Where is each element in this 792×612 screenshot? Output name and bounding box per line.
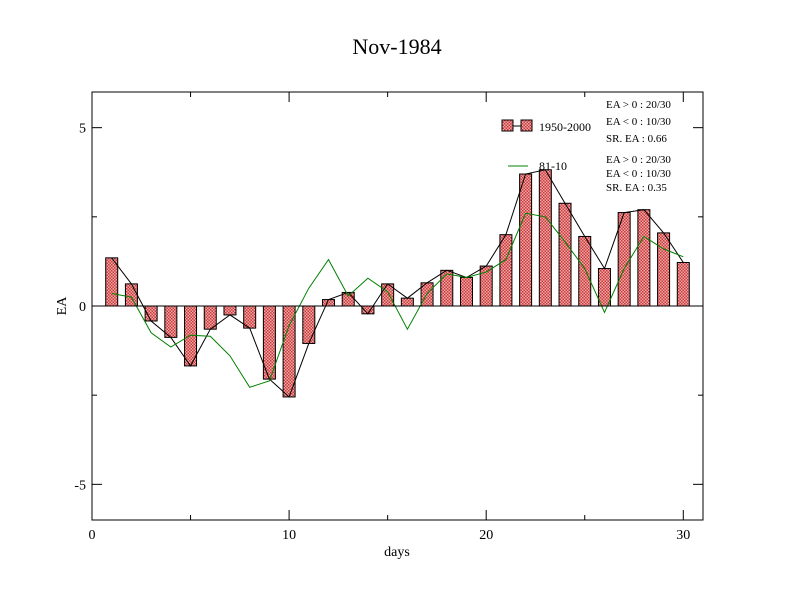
x-tick-label: 0	[89, 528, 96, 543]
legend-entry-1950-2000: 1950-2000	[501, 119, 591, 134]
x-tick-label: 10	[282, 528, 296, 543]
bar-day-26	[597, 268, 611, 307]
bar-day-24	[558, 202, 572, 307]
line-series-81-10	[111, 212, 684, 388]
stat-81-10-sr: SR. EA : 0.35	[606, 182, 667, 194]
x-axis-label: days	[384, 545, 410, 560]
stat-81-10-positive: EA > 0 : 20/30	[606, 154, 671, 166]
bar-day-30	[676, 261, 690, 307]
legend-label-1950-2000: 1950-2000	[539, 120, 591, 134]
legend: 1950-2000 81-10	[501, 119, 591, 173]
y-tick-label: -5	[74, 478, 86, 493]
x-tick-label: 20	[479, 528, 493, 543]
bar-day-21	[499, 234, 513, 307]
legend-swatch-bar-right	[520, 119, 533, 132]
bar-day-16	[400, 297, 414, 307]
axis-ticks: 0 10 20 30 -5 0 5	[74, 92, 703, 543]
y-tick-label: 5	[79, 122, 86, 137]
bar-day-13	[341, 291, 355, 307]
bar-day-23	[538, 169, 552, 307]
bar-day-11	[302, 305, 316, 344]
bar-day-4	[164, 305, 178, 338]
bar-day-28	[637, 209, 651, 307]
stat-1950-2000-positive: EA > 0 : 20/30	[606, 99, 671, 111]
bar-day-29	[657, 232, 671, 307]
stat-1950-2000-negative: EA < 0 : 10/30	[606, 116, 671, 128]
y-tick-label: 0	[79, 300, 86, 315]
line-series-1950-2000	[111, 169, 684, 398]
legend-entry-81-10: 81-10	[508, 159, 567, 173]
legend-swatch-bar-left	[501, 119, 514, 132]
bar-day-5	[184, 305, 198, 367]
y-axis-label: EA	[55, 296, 70, 316]
stat-81-10-negative: EA < 0 : 10/30	[606, 168, 671, 180]
bar-day-19	[459, 276, 473, 307]
bar-day-27	[617, 212, 631, 307]
bar-day-1	[105, 257, 119, 307]
bar-day-22	[519, 173, 533, 307]
bar-day-7	[223, 305, 237, 316]
chart-title: Nov-1984	[352, 34, 441, 59]
legend-label-81-10: 81-10	[539, 159, 567, 173]
stats-box: EA > 0 : 20/30 EA < 0 : 10/30 SR. EA : 0…	[606, 99, 671, 194]
x-tick-label: 30	[676, 528, 690, 543]
stat-1950-2000-sr: SR. EA : 0.66	[606, 133, 667, 145]
bar-day-18	[440, 269, 454, 307]
bar-series-1950-2000	[105, 169, 690, 398]
bar-day-25	[578, 235, 592, 307]
bar-day-10	[282, 305, 296, 398]
line-layer	[111, 169, 684, 398]
bar-day-2	[124, 283, 138, 307]
